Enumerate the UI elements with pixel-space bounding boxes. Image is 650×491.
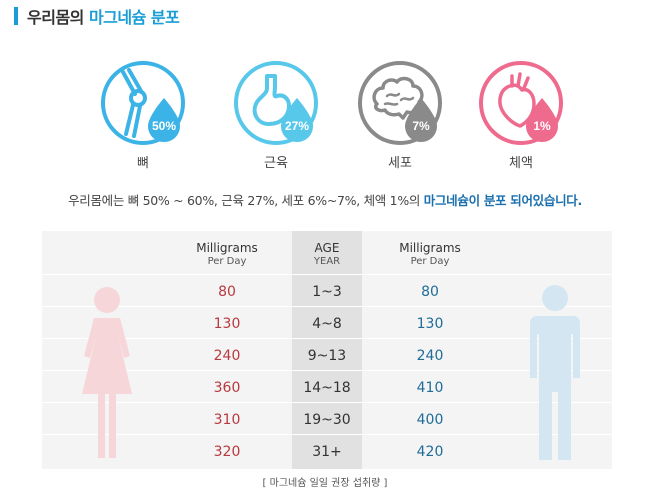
female-figure-icon [82,287,132,458]
female-value: 320 [213,444,241,460]
title-prefix: 우리몸의 [27,8,89,27]
row-divider [42,370,612,371]
male-value: 240 [416,348,444,364]
male-figure-icon [530,285,580,460]
row-divider [42,434,612,435]
summary-text: 우리몸에는 뼈 50% ~ 60%, 근육 27%, 세포 6%~7%, 체액 … [68,193,424,208]
icon-item-bone: 50% 뼈 [93,58,193,171]
stomach-icon: 27% [234,61,318,145]
icon-item-muscle: 27% 근육 [226,58,326,171]
age-value: 19~30 [303,412,351,428]
age-header-line2: YEAR [313,256,341,267]
male-header-line1: Milligrams [399,241,461,255]
male-value: 130 [416,316,444,332]
row-divider [42,274,612,275]
male-value: 400 [416,412,444,428]
age-value: 31+ [312,444,342,460]
distribution-icons: 50% 뼈 27% 근육 7% 세포 1% 체액 [0,58,650,178]
cell-percent: 7% [412,119,430,133]
intake-table: Milligrams Per Day AGE YEAR Milligrams P… [42,231,612,469]
cell-label: 세포 [388,156,412,171]
bone-icon: 50% [101,61,185,145]
body-fluid-percent: 1% [533,119,551,133]
female-value: 130 [213,316,241,332]
body-fluid-label: 체액 [509,156,533,171]
row-divider [42,338,612,339]
male-value: 410 [416,380,444,396]
age-value: 14~18 [303,380,351,396]
distribution-summary: 우리몸에는 뼈 50% ~ 60%, 근육 27%, 세포 6%~7%, 체액 … [0,190,650,209]
muscle-percent: 27% [285,119,309,133]
female-header-line2: Per Day [207,256,247,267]
title-accent-bar [14,7,18,25]
female-value: 240 [213,348,241,364]
summary-highlight: 마그네슘이 분포 되어있습니다. [423,193,582,208]
female-value: 80 [218,284,236,300]
female-value: 310 [213,412,241,428]
row-divider [42,402,612,403]
title-highlight: 마그네슘 분포 [88,8,180,27]
female-value: 360 [213,380,241,396]
icon-item-body-fluid: 1% 체액 [471,58,571,171]
male-header: Milligrams Per Day [390,241,470,269]
age-header-line1: AGE [314,241,340,255]
age-value: 4~8 [312,316,342,332]
age-header: AGE YEAR [292,241,362,269]
age-value: 1~3 [312,284,342,300]
male-value: 420 [416,444,444,460]
female-header-line1: Milligrams [196,241,258,255]
female-header: Milligrams Per Day [187,241,267,269]
muscle-label: 근육 [264,156,288,171]
heart-icon: 1% [479,61,563,145]
row-divider [42,306,612,307]
age-value: 9~13 [307,348,347,364]
bone-percent: 50% [152,119,176,133]
bone-label: 뼈 [137,156,149,171]
male-header-line2: Per Day [410,256,450,267]
page-title: 우리몸의 마그네슘 분포 [14,4,180,28]
title-text: 우리몸의 마그네슘 분포 [27,4,180,28]
age-column-bg [292,231,362,469]
male-value: 80 [421,284,439,300]
table-caption: [ 마그네슘 일일 권장 섭취량 ] [262,478,388,489]
icon-item-cell: 7% 세포 [350,58,450,171]
brain-icon: 7% [358,61,442,145]
